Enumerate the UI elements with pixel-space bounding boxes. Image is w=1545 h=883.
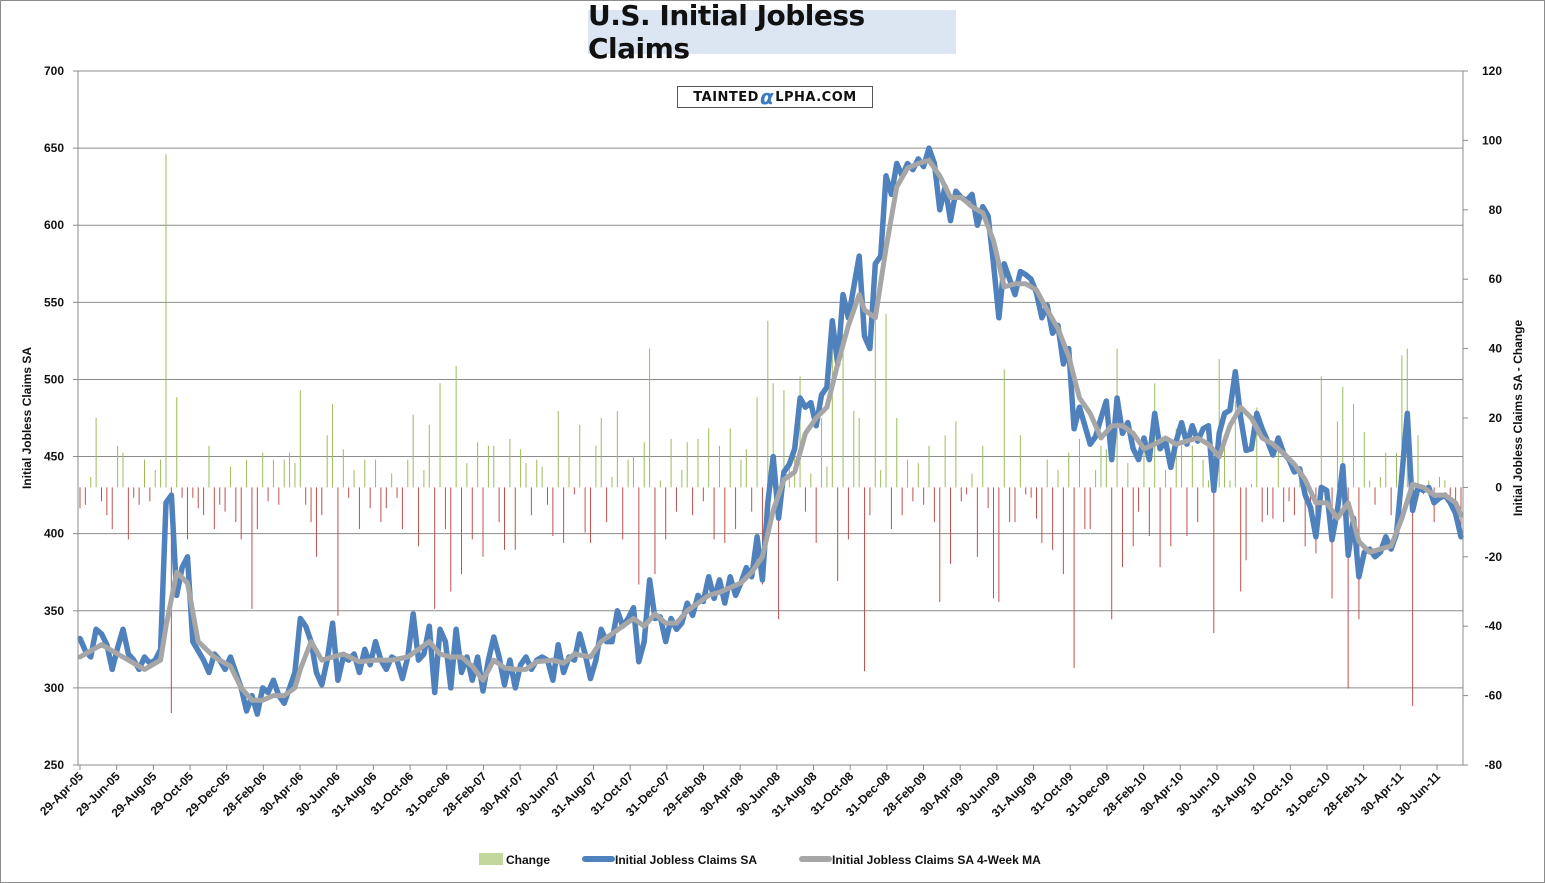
right-tick-label: 60: [1489, 272, 1503, 286]
left-tick-label: 350: [44, 604, 64, 618]
left-tick-label: 600: [44, 218, 64, 232]
gridlines: [78, 70, 1463, 689]
right-tick-label: -40: [1485, 619, 1503, 633]
legend: Change Initial Jobless Claims SA Initial…: [479, 853, 1041, 867]
legend-swatch-change: [479, 853, 503, 865]
left-tick-label: 300: [44, 681, 64, 695]
left-axis-title: Initial Jobless Claims SA: [20, 347, 34, 489]
right-tick-label: 40: [1489, 342, 1503, 356]
right-tick-label: 80: [1489, 203, 1503, 217]
claims-line: [77, 145, 1464, 717]
left-axis-ticks: 250 300 350 400 450 500 550 600 650 700: [44, 64, 78, 772]
left-tick-label: 400: [44, 527, 64, 541]
right-tick-label: 100: [1482, 133, 1502, 147]
left-tick-label: 700: [44, 64, 64, 78]
right-tick-label: 120: [1482, 64, 1502, 78]
chart-title-box: U.S. Initial Jobless Claims: [588, 0, 956, 65]
left-tick-label: 650: [44, 141, 64, 155]
watermark-alpha: α: [759, 85, 775, 109]
legend-label-change: Change: [506, 853, 550, 867]
left-tick-label: 450: [44, 450, 64, 464]
left-tick-label: 550: [44, 295, 64, 309]
right-tick-label: -60: [1485, 689, 1503, 703]
legend-label-ma: Initial Jobless Claims SA 4-Week MA: [832, 853, 1041, 867]
left-tick-label: 500: [44, 372, 64, 386]
right-tick-label: -80: [1485, 758, 1503, 772]
right-tick-label: 20: [1489, 411, 1503, 425]
watermark-text-post: LPHA.COM: [775, 89, 857, 105]
x-axis-ticks: 29-Apr-0529-Jun-0529-Aug-0529-Oct-0529-D…: [37, 765, 1443, 820]
legend-label-claims: Initial Jobless Claims SA: [615, 853, 757, 867]
watermark-text-pre: TAINTED: [693, 89, 759, 105]
right-axis-ticks: -80 -60 -40 -20 0 20 40 60 80 100 120: [1463, 64, 1502, 772]
series-lines: [77, 145, 1464, 717]
left-tick-label: 250: [44, 758, 64, 772]
watermark-logo: TAINTED α LPHA.COM: [677, 86, 873, 108]
right-tick-label: 0: [1495, 480, 1502, 494]
right-axis-title: Initial Jobless Claims SA - Change: [1511, 320, 1525, 517]
right-tick-label: -20: [1485, 550, 1503, 564]
chart-title: U.S. Initial Jobless Claims: [588, 0, 865, 65]
ma-line: [77, 157, 1464, 703]
